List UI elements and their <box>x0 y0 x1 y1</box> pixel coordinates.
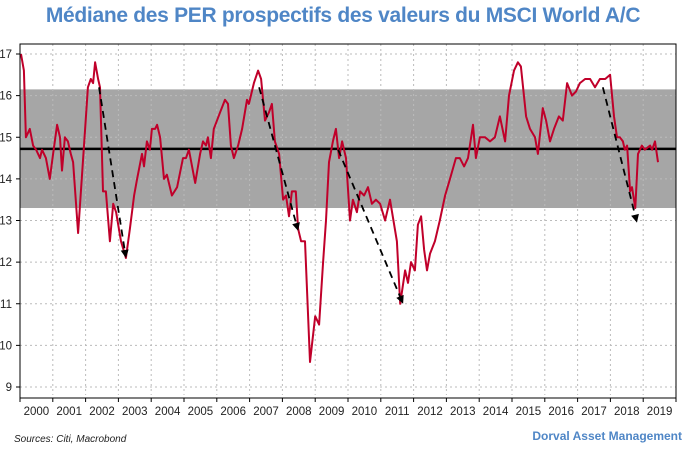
x-tick-label: 2005 <box>188 406 214 418</box>
arrow-head <box>120 249 129 258</box>
x-tick-label: 2001 <box>56 406 82 418</box>
trend-arrow <box>98 87 126 251</box>
x-tick-label: 2007 <box>253 406 279 418</box>
x-tick-label: 2008 <box>286 406 312 418</box>
x-tick-label: 2013 <box>450 406 476 418</box>
plot-frame <box>19 43 677 399</box>
y-tick-label: 17 <box>0 49 12 61</box>
x-tick-label: 2006 <box>220 406 246 418</box>
y-tick-label: 11 <box>0 299 12 311</box>
x-tick-label: 2009 <box>319 406 345 418</box>
x-tick-label: 2017 <box>581 406 607 418</box>
trend-arrow <box>337 149 401 297</box>
x-tick-label: 2012 <box>417 406 443 418</box>
y-tick-label: 15 <box>0 132 12 144</box>
y-tick-label: 12 <box>0 257 12 269</box>
y-tick-label: 16 <box>0 91 12 103</box>
x-tick-label: 2015 <box>516 406 542 418</box>
y-tick-label: 9 <box>6 382 12 394</box>
y-tick-label: 10 <box>0 340 12 352</box>
x-tick-label: 2004 <box>155 406 181 418</box>
arrow-head <box>631 213 639 223</box>
x-tick-label: 2002 <box>89 406 115 418</box>
x-tick-label: 2014 <box>483 406 509 418</box>
arrow-head <box>292 222 300 231</box>
chart-title: Médiane des PER prospectifs des valeurs … <box>45 4 641 27</box>
y-tick-label: 13 <box>0 216 12 228</box>
x-tick-label: 2010 <box>352 406 378 418</box>
trend-arrow <box>601 87 636 216</box>
x-tick-label: 2000 <box>24 406 50 418</box>
arrow-head <box>396 294 404 304</box>
x-tick-label: 2003 <box>122 406 148 418</box>
series-line <box>20 53 659 363</box>
sources-note: Sources: Citi, Macrobond <box>14 434 127 445</box>
x-tick-label: 2011 <box>385 406 410 418</box>
x-tick-label: 2018 <box>614 406 640 418</box>
x-tick-label: 2016 <box>548 406 574 418</box>
x-tick-label: 2019 <box>647 406 673 418</box>
brand-label: Dorval Asset Management <box>532 429 682 443</box>
y-tick-label: 14 <box>0 174 13 186</box>
